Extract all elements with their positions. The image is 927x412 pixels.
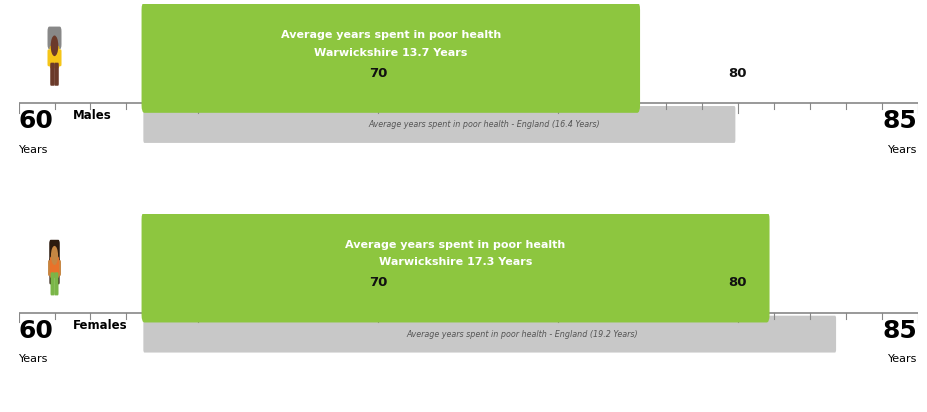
- Text: Average years spent in poor health - England (16.4 Years): Average years spent in poor health - Eng…: [369, 120, 600, 129]
- Circle shape: [51, 35, 58, 56]
- FancyBboxPatch shape: [50, 257, 59, 278]
- FancyBboxPatch shape: [142, 212, 769, 323]
- Text: Warwickshire 13.7 Years: Warwickshire 13.7 Years: [314, 48, 467, 58]
- Text: 80: 80: [729, 67, 747, 80]
- FancyBboxPatch shape: [57, 49, 61, 66]
- Text: Average years spent in poor health - England (19.2 Years): Average years spent in poor health - Eng…: [407, 330, 639, 339]
- FancyBboxPatch shape: [55, 272, 58, 295]
- Text: 85: 85: [883, 318, 918, 343]
- Text: Average years spent in poor health: Average years spent in poor health: [346, 240, 565, 250]
- FancyBboxPatch shape: [49, 258, 53, 284]
- FancyBboxPatch shape: [47, 27, 61, 49]
- Text: 85: 85: [883, 109, 918, 133]
- Text: Females: Females: [72, 318, 127, 332]
- Text: Years: Years: [888, 145, 918, 155]
- Text: Warwickshire 17.3 Years: Warwickshire 17.3 Years: [379, 257, 532, 267]
- Circle shape: [51, 246, 58, 265]
- Text: 60: 60: [19, 109, 54, 133]
- Text: Males: Males: [72, 109, 111, 122]
- FancyBboxPatch shape: [144, 106, 735, 143]
- FancyBboxPatch shape: [50, 272, 55, 295]
- FancyBboxPatch shape: [55, 63, 58, 86]
- Text: 60: 60: [19, 318, 54, 343]
- Text: 70: 70: [369, 276, 387, 290]
- FancyBboxPatch shape: [142, 2, 640, 113]
- Text: 70: 70: [369, 67, 387, 80]
- Text: Average years spent in poor health: Average years spent in poor health: [281, 30, 501, 40]
- Text: Years: Years: [888, 354, 918, 365]
- FancyBboxPatch shape: [57, 258, 59, 284]
- Text: Years: Years: [19, 354, 48, 365]
- FancyBboxPatch shape: [49, 240, 59, 270]
- FancyBboxPatch shape: [50, 63, 55, 86]
- FancyBboxPatch shape: [47, 49, 52, 66]
- Text: Years: Years: [19, 145, 48, 155]
- Text: 80: 80: [729, 276, 747, 290]
- FancyBboxPatch shape: [48, 260, 52, 276]
- FancyBboxPatch shape: [57, 260, 61, 276]
- FancyBboxPatch shape: [144, 316, 836, 353]
- FancyBboxPatch shape: [50, 46, 59, 68]
